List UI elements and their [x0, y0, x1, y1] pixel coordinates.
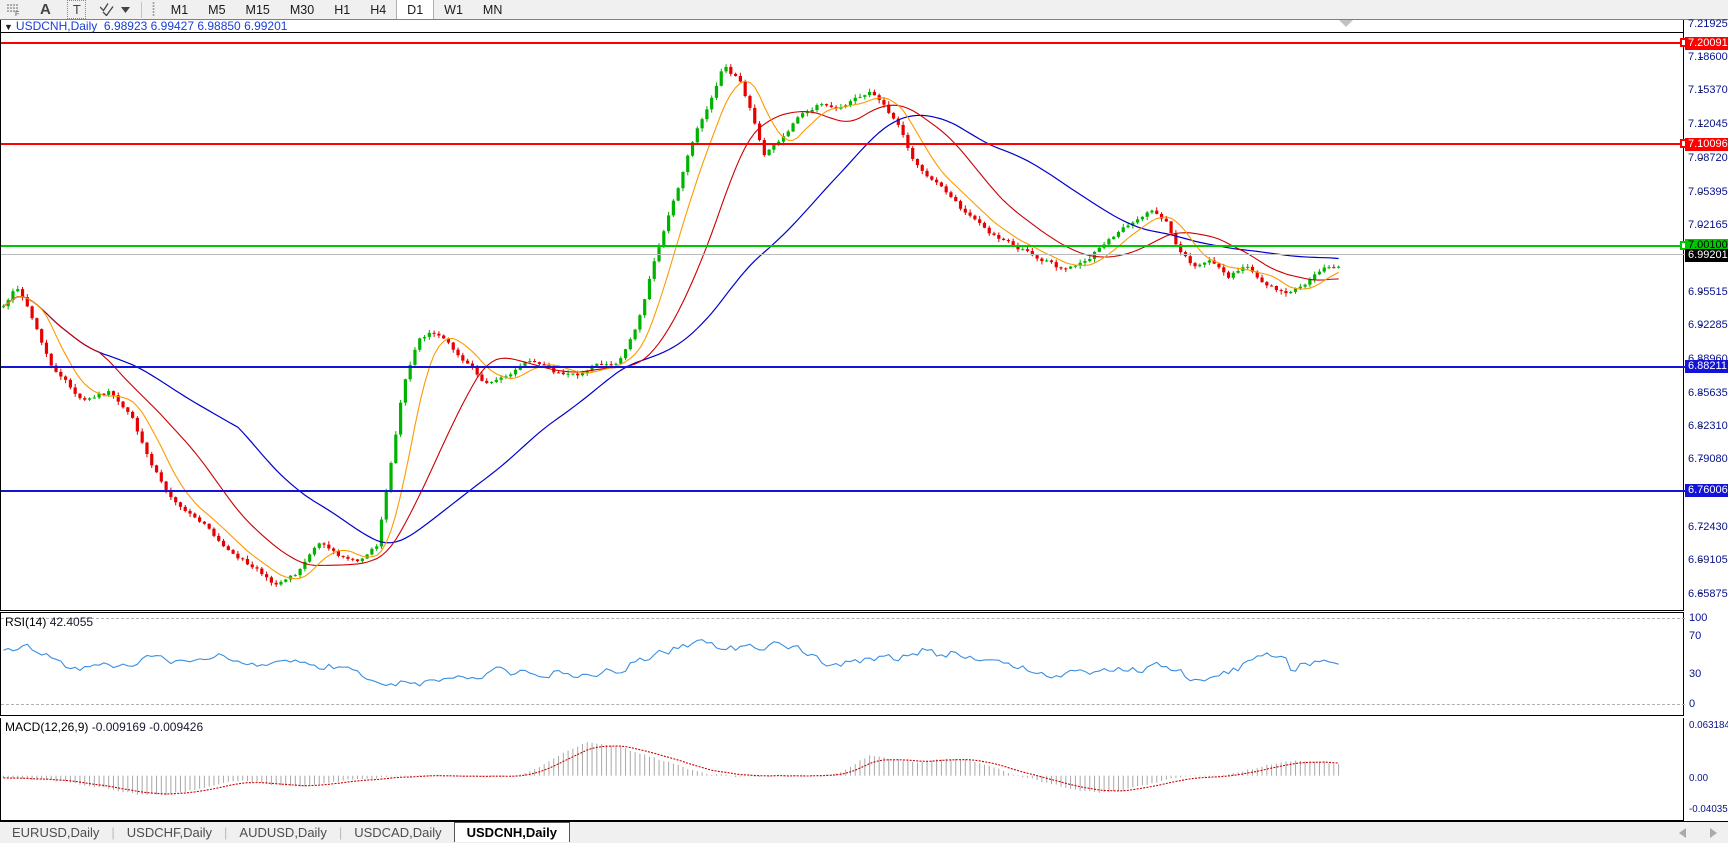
svg-text:F: F — [15, 11, 19, 16]
